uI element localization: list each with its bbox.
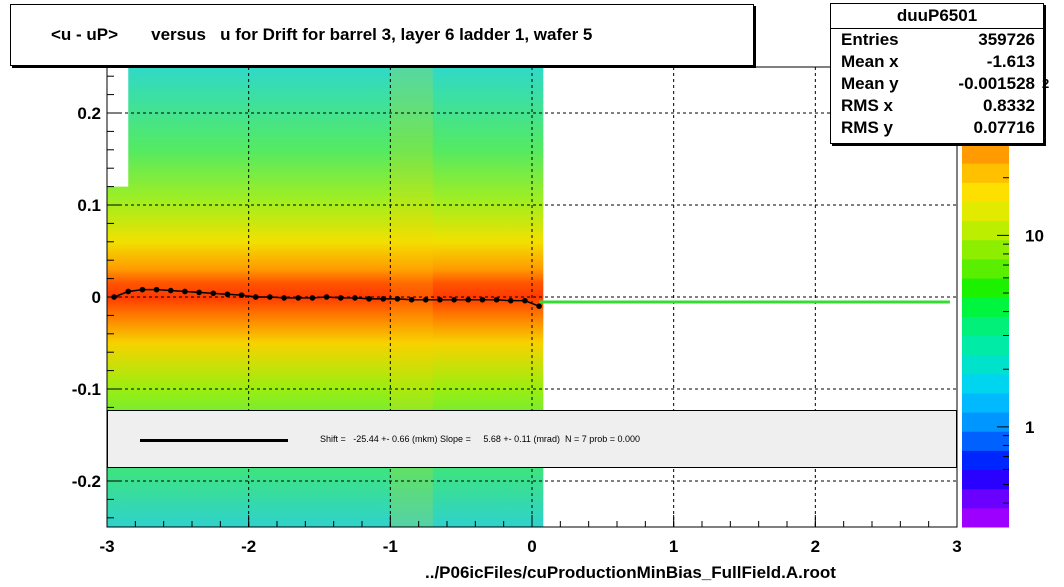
- fit-legend-line: [140, 439, 288, 442]
- colorbar-segment: [962, 239, 1009, 260]
- data-point: [437, 296, 443, 303]
- data-point: [281, 295, 287, 301]
- colorbar-segment: [962, 354, 1009, 375]
- data-point: [522, 297, 528, 304]
- data-point: [139, 286, 146, 293]
- x-tick-label: -3: [99, 537, 114, 556]
- y-tick-label: 0.1: [77, 196, 101, 215]
- data-point: [507, 297, 514, 304]
- stats-overflow-glyph: 2: [1042, 76, 1050, 91]
- x-axis-title: ../P06icFiles/cuProductionMinBias_FullFi…: [425, 563, 836, 582]
- stats-row-mean-y: Mean y -0.001528: [831, 73, 1043, 95]
- x-tick-label: -1: [383, 537, 398, 556]
- colorbar-segment: [962, 412, 1009, 432]
- grid-lines: [107, 67, 957, 527]
- data-point: [536, 303, 542, 310]
- colorbar-segment: [962, 373, 1009, 394]
- colorbar-segment: [962, 278, 1009, 298]
- colorbar-segment: [962, 469, 1009, 490]
- data-point: [366, 296, 372, 302]
- colorbar-segment: [962, 201, 1009, 222]
- colorbar-segment: [962, 182, 1009, 202]
- color-scale-bar: 1 10: [962, 144, 1044, 528]
- stats-value: 0.07716: [973, 118, 1035, 137]
- stats-row-mean-x: Mean x -1.613: [831, 51, 1043, 73]
- data-point: [224, 291, 231, 298]
- data-point: [352, 295, 358, 301]
- colorbar-tick-label: 1: [1025, 418, 1034, 437]
- y-tick-label: 0: [92, 288, 101, 307]
- data-point: [394, 296, 401, 302]
- x-tick-label: 3: [952, 537, 961, 556]
- data-point: [153, 286, 160, 293]
- data-point: [479, 296, 486, 303]
- data-point: [238, 292, 245, 298]
- data-point: [125, 288, 132, 295]
- colorbar-segment: [962, 488, 1009, 509]
- plot-title: <u - uP> versus u for Drift for barrel 3…: [10, 4, 754, 66]
- fit-result-box: Shift = -25.44 +- 0.66 (mkm) Slope = 5.6…: [107, 410, 957, 468]
- data-point: [182, 288, 188, 295]
- colorbar-segment: [962, 144, 1009, 164]
- colorbar-segment: [962, 258, 1009, 279]
- x-tick-label: 2: [811, 537, 820, 556]
- colorbar-segment: [962, 297, 1009, 317]
- stats-label: Mean x: [841, 52, 899, 71]
- stats-label: Entries: [841, 30, 899, 49]
- x-tick-label: -2: [241, 537, 256, 556]
- colorbar-tick-label: 10: [1025, 226, 1044, 245]
- stats-row-rms-x: RMS x 0.8332: [831, 95, 1043, 117]
- stats-label: RMS x: [841, 96, 893, 115]
- stats-label: Mean y: [841, 74, 899, 93]
- stats-value: 359726: [978, 30, 1035, 49]
- colorbar-segment: [962, 450, 1009, 471]
- colorbar-segment: [962, 507, 1009, 528]
- data-point: [167, 287, 174, 294]
- colorbar-segment: [962, 335, 1009, 356]
- stats-label: RMS y: [841, 118, 893, 137]
- data-point: [451, 296, 457, 303]
- x-tick-label: 1: [669, 537, 678, 556]
- colorbar-segment: [962, 431, 1009, 451]
- stats-value: 0.8332: [983, 96, 1035, 115]
- data-point: [422, 296, 429, 303]
- data-point: [295, 295, 302, 301]
- data-point: [493, 296, 500, 303]
- stats-value: -1.613: [986, 52, 1035, 71]
- data-point: [210, 290, 217, 297]
- y-tick-label: -0.1: [72, 380, 101, 399]
- stats-row-entries: Entries 359726: [831, 29, 1043, 51]
- colorbar-segment: [962, 392, 1009, 413]
- colorbar-segment: [962, 316, 1009, 336]
- stats-box: duuP6501 Entries 359726 Mean x -1.613 Mean…: [830, 3, 1044, 144]
- fit-result-text: Shift = -25.44 +- 0.66 (mkm) Slope = 5.6…: [320, 434, 640, 444]
- data-point: [465, 296, 472, 303]
- data-point: [309, 295, 316, 301]
- data-point: [323, 294, 330, 300]
- y-tick-label: -0.2: [72, 472, 101, 491]
- y-tick-label: 0.2: [77, 104, 101, 123]
- data-point: [267, 294, 273, 300]
- data-point: [252, 294, 259, 300]
- data-point: [196, 289, 202, 296]
- stats-value: -0.001528: [958, 74, 1035, 93]
- series-layer: [111, 286, 950, 310]
- data-point: [380, 296, 387, 302]
- axes: -3 -2 -1 0 1 2 3 -0.2 -0.1 0 0.1 0.2: [72, 67, 962, 556]
- colorbar-segment: [962, 163, 1009, 183]
- colorbar-segment: [962, 220, 1009, 241]
- heatmap-empty-corner: [107, 67, 129, 187]
- stats-row-rms-y: RMS y 0.07716: [831, 117, 1043, 139]
- stats-histogram-name: duuP6501: [831, 4, 1043, 29]
- data-point: [337, 295, 344, 301]
- x-tick-label: 0: [527, 537, 536, 556]
- data-point: [408, 296, 415, 303]
